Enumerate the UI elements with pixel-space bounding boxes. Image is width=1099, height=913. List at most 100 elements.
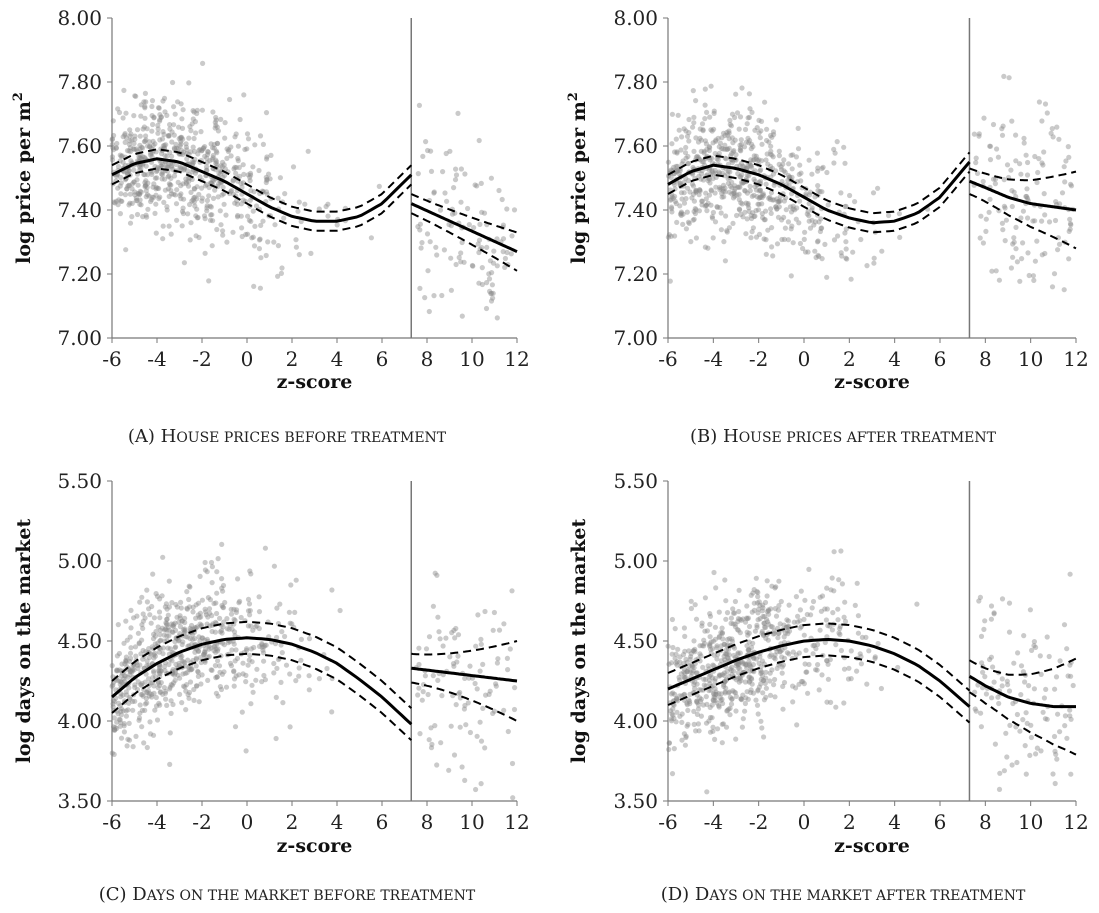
scatter-point <box>761 734 767 740</box>
scatter-point <box>153 230 159 236</box>
scatter-point <box>141 139 147 145</box>
scatter-point <box>723 156 729 162</box>
scatter-point <box>157 632 163 638</box>
scatter-point <box>730 140 736 146</box>
scatter-point <box>160 98 166 104</box>
scatter-point <box>708 187 714 193</box>
scatter-point <box>720 721 727 727</box>
scatter-point <box>699 121 706 127</box>
scatter-point <box>736 184 742 190</box>
scatter-point <box>764 616 770 623</box>
scatter-point <box>138 691 144 698</box>
scatter-point <box>742 708 748 714</box>
scatter-point <box>914 601 920 607</box>
scatter-point <box>692 206 698 212</box>
scatter-point <box>423 646 430 652</box>
scatter-point <box>494 263 500 269</box>
scatter-point <box>123 135 130 141</box>
scatter-point <box>130 744 136 750</box>
scatter-point <box>1011 189 1017 195</box>
scatter-point <box>162 626 168 632</box>
scatter-point <box>145 206 151 212</box>
scatter-point <box>801 632 807 638</box>
scatter-point <box>137 155 143 161</box>
scatter-point <box>238 614 244 621</box>
scatter-point <box>146 139 152 145</box>
scatter-point <box>801 681 807 687</box>
scatter-point <box>1008 167 1014 173</box>
scatter-point <box>196 234 202 241</box>
scatter-point <box>746 639 752 645</box>
scatter-point <box>1061 287 1067 293</box>
scatter-point <box>776 630 782 636</box>
scatter-point <box>241 171 247 177</box>
scatter-point <box>149 694 155 700</box>
scatter-point <box>134 686 141 693</box>
scatter-point <box>785 631 791 637</box>
scatter-point <box>837 631 843 638</box>
scatter-point <box>191 135 197 142</box>
scatter-point <box>689 670 695 676</box>
scatter-point <box>712 167 718 174</box>
scatter-point <box>717 184 723 190</box>
scatter-point <box>222 135 228 141</box>
y-tick-label: 7.60 <box>613 134 658 158</box>
scatter-point <box>1032 218 1038 224</box>
scatter-point <box>718 210 724 216</box>
scatter-point <box>750 640 756 646</box>
scatter-point <box>163 696 169 702</box>
scatter-point <box>790 152 796 158</box>
scatter-point <box>137 197 143 203</box>
scatter-point <box>127 696 133 702</box>
scatter-point <box>715 157 721 163</box>
scatter-point <box>1013 224 1019 230</box>
scatter-point <box>220 228 226 234</box>
scatter-point <box>165 624 171 630</box>
scatter-point <box>150 571 156 577</box>
scatter-point <box>217 168 224 174</box>
scatter-point <box>136 191 143 197</box>
scatter-point <box>132 644 139 650</box>
scatter-point <box>725 132 731 138</box>
scatter-point <box>771 628 778 634</box>
scatter-point <box>191 697 197 704</box>
x-tick-label: 2 <box>286 347 299 371</box>
scatter-point <box>189 176 195 182</box>
scatter-point <box>698 137 705 143</box>
scatter-point <box>203 609 209 615</box>
scatter-point <box>154 175 160 181</box>
scatter-point <box>245 213 251 219</box>
scatter-point <box>735 619 741 625</box>
scatter-point <box>172 146 178 152</box>
scatter-point <box>780 683 786 690</box>
scatter-point <box>817 594 823 600</box>
scatter-point <box>735 650 741 656</box>
scatter-point <box>693 188 699 194</box>
scatter-point <box>305 148 311 154</box>
scatter-point <box>180 181 186 187</box>
fit-line-right <box>411 666 518 683</box>
scatter-point <box>730 195 737 201</box>
scatter-point <box>131 179 137 185</box>
scatter-point <box>700 177 707 183</box>
scatter-point <box>160 161 166 167</box>
scatter-point <box>240 660 246 666</box>
scatter-point <box>461 706 467 712</box>
scatter-point <box>279 650 285 656</box>
scatter-point <box>480 705 486 712</box>
scatter-point <box>760 632 767 638</box>
scatter-point <box>827 623 833 629</box>
scatter-point <box>982 618 988 624</box>
scatter-point <box>991 610 997 616</box>
scatter-point <box>716 634 722 641</box>
scatter-point <box>725 171 731 177</box>
scatter-point <box>990 121 997 128</box>
scatter-point <box>823 617 830 623</box>
scatter-point <box>713 137 719 143</box>
scatter-point <box>694 153 700 159</box>
scatter-point <box>298 657 304 663</box>
scatter-point <box>139 144 145 150</box>
scatter-point <box>674 150 680 156</box>
scatter-point <box>129 186 135 192</box>
scatter-point <box>118 735 125 741</box>
